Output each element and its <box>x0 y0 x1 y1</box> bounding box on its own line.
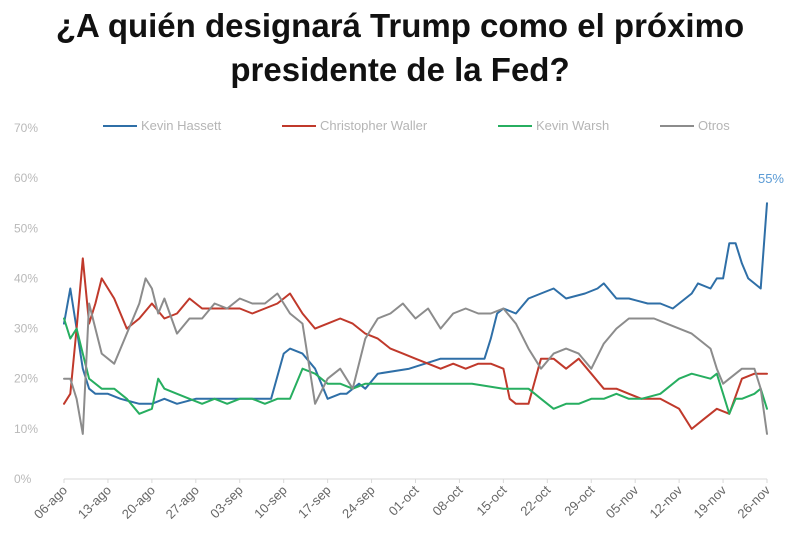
legend-item: Kevin Warsh <box>498 118 609 133</box>
legend-label: Otros <box>698 118 730 133</box>
y-tick-label: 40% <box>14 271 38 285</box>
legend-label: Kevin Hassett <box>141 118 222 133</box>
chart-title-line2: presidente de la Fed? <box>230 51 570 88</box>
x-tick-label: 19-nov <box>690 482 729 521</box>
x-tick-label: 17-sep <box>295 483 334 522</box>
legend-label: Kevin Warsh <box>536 118 609 133</box>
y-tick-label: 0% <box>14 472 32 486</box>
x-tick-label: 10-sep <box>251 483 290 522</box>
y-tick-label: 60% <box>14 171 38 185</box>
legend-item: Kevin Hassett <box>103 118 222 133</box>
y-tick-label: 20% <box>14 372 38 386</box>
x-tick-label: 05-nov <box>603 482 642 521</box>
series-line-christopher-waller <box>63 257 768 430</box>
x-tick-label: 01-oct <box>385 482 421 518</box>
legend-label: Christopher Waller <box>320 118 428 133</box>
series-lines <box>63 202 768 435</box>
y-tick-label: 70% <box>14 121 38 135</box>
x-axis: 06-ago 13-ago 20-ago 27-ago 03-sep 10-sep 17-s… <box>31 478 773 522</box>
y-tick-label: 10% <box>14 422 38 436</box>
x-tick-label: 27-ago <box>163 483 202 522</box>
series-line-kevin-warsh <box>63 317 768 415</box>
series-line-kevin-hassett <box>63 202 768 405</box>
x-tick-label: 06-ago <box>31 483 70 522</box>
x-tick-label: 08-oct <box>429 482 465 518</box>
x-tick-label: 03-sep <box>207 483 246 522</box>
x-tick-label: 15-oct <box>473 482 509 518</box>
y-tick-label: 50% <box>14 221 38 235</box>
chart-title: ¿A quién designará Trump como el próximo… <box>0 4 800 92</box>
x-tick-label: 24-sep <box>339 483 378 522</box>
series-line-otros <box>63 277 768 435</box>
x-tick-label: 29-oct <box>561 482 597 518</box>
x-tick-label: 26-nov <box>734 482 773 521</box>
annotations: 55% <box>758 171 784 186</box>
end-value-label: 55% <box>758 171 784 186</box>
x-tick-label: 22-oct <box>517 482 553 518</box>
x-tick-label: 13-ago <box>75 483 114 522</box>
legend: Kevin Hassett Christopher Waller Kevin War… <box>103 118 730 133</box>
x-tick-label: 12-nov <box>647 482 686 521</box>
legend-item: Otros <box>660 118 730 133</box>
chart-title-line1: ¿A quién designará Trump como el próximo <box>55 7 745 44</box>
y-axis-ticks: 0% 10% 20% 30% 40% 50% 60% 70% <box>14 121 38 486</box>
y-tick-label: 30% <box>14 322 38 336</box>
legend-item: Christopher Waller <box>282 118 428 133</box>
x-tick-label: 20-ago <box>119 483 158 522</box>
